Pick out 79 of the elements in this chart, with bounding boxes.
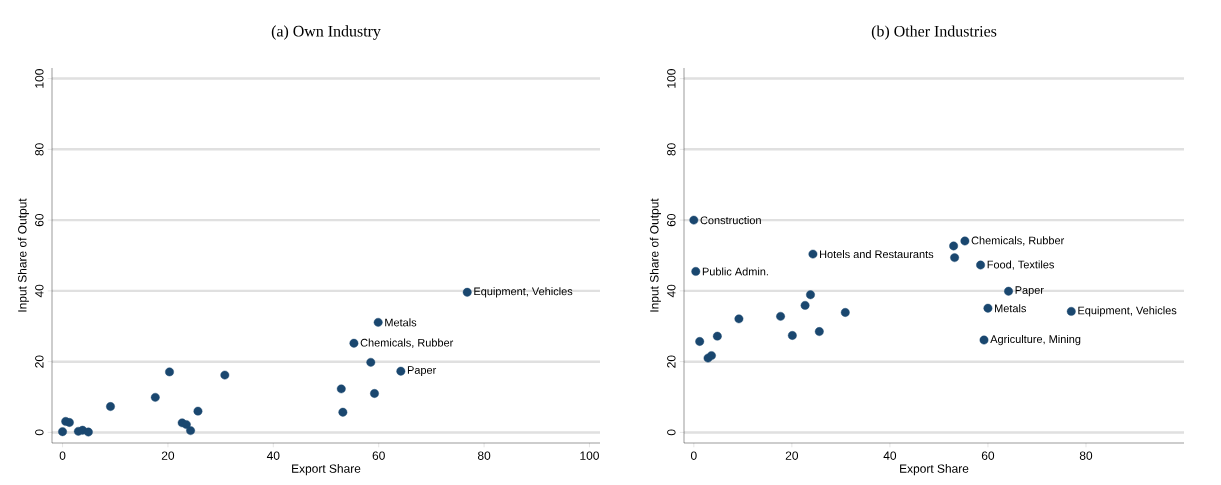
point	[712, 331, 722, 341]
x-axis-title: Export Share	[292, 464, 361, 476]
point	[689, 215, 699, 225]
y-tick-label: 100	[35, 69, 44, 88]
annotation: Equipment, Vehicles	[1078, 306, 1177, 317]
y-tick-label: 60	[667, 213, 676, 227]
y-tick-label: 100	[667, 69, 676, 88]
annotation: Food, Textiles	[987, 260, 1054, 270]
annotation: Chemicals, Rubber	[971, 236, 1065, 246]
annotation: Hotels and Restaurants	[820, 250, 934, 259]
x-axis-title: Export Share	[900, 464, 969, 476]
x-tick-label: 80	[1079, 451, 1093, 460]
point	[366, 357, 376, 367]
point	[396, 366, 406, 376]
point	[338, 407, 348, 417]
x-tick-label: 20	[785, 451, 799, 460]
point	[814, 327, 824, 336]
y-tick-label: 80	[35, 143, 44, 156]
x-tick-label: 0	[59, 451, 66, 460]
point	[691, 267, 701, 276]
point	[976, 260, 985, 270]
point	[707, 351, 716, 361]
annotation: Metals	[385, 318, 417, 327]
point	[462, 287, 472, 297]
point	[58, 427, 67, 437]
point	[695, 337, 705, 346]
x-tick-label: 40	[883, 451, 897, 460]
point	[960, 236, 970, 246]
point	[800, 300, 810, 310]
point	[220, 370, 230, 380]
point	[734, 314, 744, 324]
point	[349, 338, 359, 348]
x-tick-label: 80	[477, 451, 491, 460]
point	[1066, 307, 1076, 316]
annotation: Public Admin.	[702, 267, 768, 276]
point	[370, 389, 379, 398]
chart-title: (b) Other Industries	[871, 25, 997, 40]
y-tick-label: 80	[667, 143, 676, 156]
point	[106, 402, 115, 411]
point	[336, 384, 346, 394]
annotation: Paper	[1015, 286, 1044, 297]
point	[787, 331, 797, 340]
point	[808, 249, 818, 259]
point	[776, 311, 785, 321]
annotation: Paper	[407, 366, 437, 377]
point	[83, 427, 93, 437]
y-tick-label: 20	[35, 355, 44, 368]
point	[165, 367, 174, 377]
y-tick-label: 0	[35, 429, 44, 436]
point	[950, 253, 959, 263]
point	[1004, 286, 1013, 296]
point	[806, 290, 815, 300]
chart-title: (a) Own Industry	[271, 25, 381, 40]
x-tick-label: 40	[266, 451, 280, 460]
y-tick-label: 40	[667, 284, 676, 298]
y-axis-title: Input Share of Output	[649, 198, 661, 312]
x-tick-label: 60	[981, 451, 995, 460]
x-tick-label: 20	[161, 451, 175, 460]
point	[186, 426, 195, 436]
y-tick-label: 40	[35, 284, 44, 298]
x-tick-label: 60	[372, 451, 385, 460]
point	[150, 392, 160, 402]
annotation: Equipment, Vehicles	[474, 287, 573, 298]
point	[193, 406, 203, 416]
point	[983, 303, 993, 313]
point	[840, 308, 850, 317]
y-axis-title: Input Share of Output	[17, 198, 29, 312]
annotation: Agriculture, Mining	[990, 334, 1081, 346]
y-tick-label: 20	[667, 355, 676, 368]
y-tick-label: 60	[35, 213, 44, 227]
annotation: Metals	[995, 304, 1026, 313]
x-tick-label: 100	[580, 451, 599, 460]
x-tick-label: 0	[690, 451, 697, 460]
point	[979, 335, 989, 345]
annotation: Chemicals, Rubber	[360, 338, 454, 348]
y-tick-label: 0	[667, 429, 676, 436]
annotation: Construction	[700, 216, 761, 225]
point	[949, 241, 959, 251]
point	[373, 317, 383, 327]
